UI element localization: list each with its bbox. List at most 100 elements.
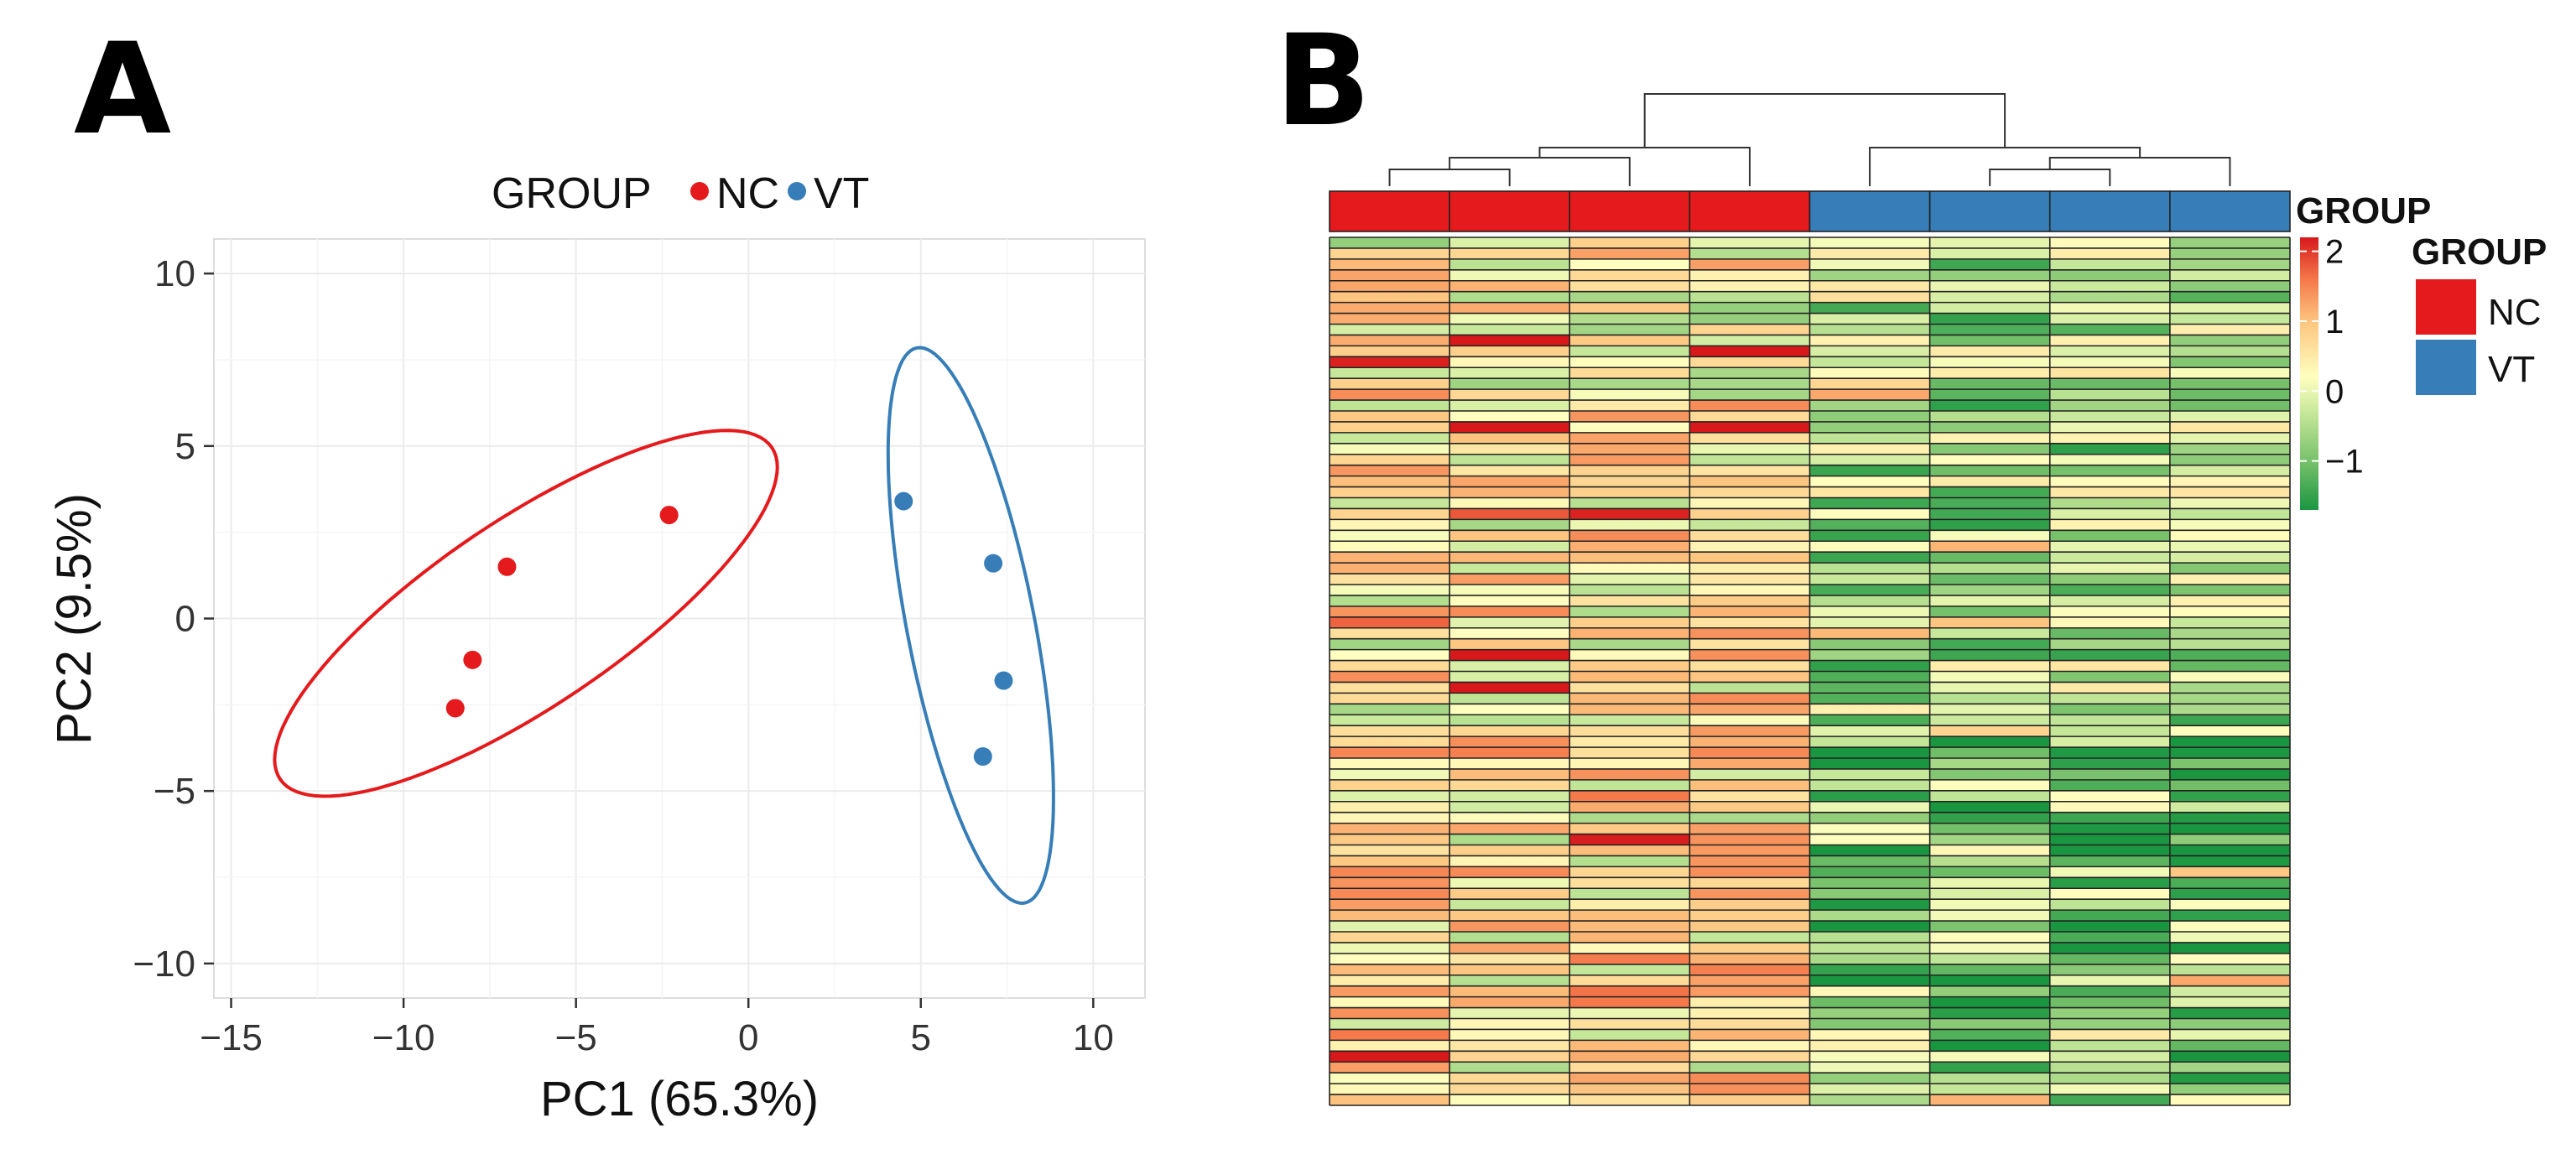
heatmap-cell bbox=[2049, 595, 2171, 607]
heatmap-cell bbox=[1929, 855, 2051, 867]
heatmap-cell bbox=[1569, 574, 1690, 585]
heatmap-cell bbox=[1929, 1018, 2051, 1030]
heatmap-cell bbox=[1929, 606, 2051, 618]
heatmap-cell bbox=[2049, 932, 2171, 943]
heatmap-cell bbox=[1689, 964, 1810, 976]
heatmap-cell bbox=[1569, 247, 1690, 260]
dendrogram-branch bbox=[1538, 147, 1751, 186]
heatmap-cell bbox=[1330, 834, 1450, 845]
heatmap-cell bbox=[1929, 378, 2051, 390]
heatmap-cell bbox=[1330, 996, 1450, 1009]
heatmap-cell bbox=[1330, 508, 1450, 520]
heatmap-cell bbox=[1689, 606, 1810, 618]
heatmap-cell bbox=[1449, 866, 1570, 878]
heatmap-cell bbox=[2169, 1062, 2291, 1073]
heatmap-cell bbox=[1929, 541, 2051, 553]
heatmap-cell bbox=[1330, 855, 1450, 867]
heatmap-cell bbox=[1449, 1062, 1570, 1073]
heatmap-cell bbox=[2169, 725, 2291, 737]
heatmap-cell bbox=[1929, 638, 2051, 651]
heatmap-cell bbox=[2169, 1073, 2291, 1084]
heatmap-cell bbox=[1929, 996, 2051, 1009]
heatmap-cell bbox=[2049, 1040, 2171, 1052]
heatmap-cell bbox=[1330, 595, 1450, 607]
heatmap-cell bbox=[1809, 400, 1931, 412]
heatmap-cell bbox=[2169, 486, 2291, 498]
heatmap-cell bbox=[2169, 1029, 2291, 1041]
heatmap-cell bbox=[1929, 877, 2051, 889]
heatmap-cell bbox=[1689, 585, 1810, 596]
heatmap-cell bbox=[1449, 280, 1570, 293]
heatmap-cell bbox=[1449, 313, 1570, 325]
heatmap-cell bbox=[1569, 899, 1690, 911]
heatmap-cell bbox=[1330, 877, 1450, 889]
heatmap-cell bbox=[2169, 313, 2291, 325]
heatmap-cell bbox=[1449, 921, 1570, 933]
heatmap-cell bbox=[1689, 541, 1810, 553]
heatmap-cell bbox=[1929, 454, 2051, 466]
heatmap-cell bbox=[1809, 660, 1931, 672]
heatmap-cell bbox=[1929, 649, 2051, 662]
heatmap-cell bbox=[1449, 715, 1570, 726]
heatmap-cell bbox=[1330, 910, 1450, 922]
heatmap-cell bbox=[1449, 790, 1570, 803]
heatmap-cell bbox=[2049, 725, 2171, 737]
heatmap-cell bbox=[2049, 465, 2171, 477]
heatmap-cell bbox=[2049, 953, 2171, 965]
heatmap-cell bbox=[1809, 247, 1931, 260]
pca-x-axis-title: PC1 (65.3%) bbox=[540, 1072, 819, 1126]
heatmap-cell bbox=[1569, 1094, 1690, 1106]
heatmap-cell bbox=[1809, 1018, 1931, 1030]
heatmap-cell bbox=[1449, 693, 1570, 704]
heatmap-cell bbox=[1929, 1084, 2051, 1095]
heatmap-cell bbox=[1449, 736, 1570, 748]
pca-points bbox=[445, 491, 1013, 767]
heatmap-cell bbox=[1809, 704, 1931, 715]
dendrogram-branch bbox=[1643, 93, 2006, 148]
panel-a-label: A bbox=[74, 17, 171, 163]
point-vt bbox=[894, 491, 913, 511]
heatmap-cell bbox=[2049, 671, 2171, 683]
heatmap-cell bbox=[1449, 801, 1570, 814]
x-tick-label: 5 bbox=[911, 1017, 931, 1058]
y-tick-label: −10 bbox=[133, 943, 195, 985]
heatmap-cell bbox=[1809, 291, 1931, 304]
heatmap-cell bbox=[1929, 280, 2051, 293]
heatmap-cell bbox=[1809, 454, 1931, 466]
heatmap-cell bbox=[1929, 1040, 2051, 1052]
pca-legend-nc-label: NC bbox=[716, 169, 779, 218]
heatmap-cell bbox=[1569, 910, 1690, 922]
heatmap-cell bbox=[1809, 855, 1931, 867]
heatmap-cell bbox=[1330, 779, 1450, 792]
heatmap-cell bbox=[1449, 932, 1570, 943]
heatmap-cell bbox=[1569, 715, 1690, 726]
ellipse-vt bbox=[886, 346, 1055, 906]
heatmap-cell bbox=[1449, 747, 1570, 759]
heatmap-cell bbox=[2049, 649, 2171, 662]
heatmap-cell bbox=[2049, 985, 2171, 998]
heatmap-cell bbox=[1330, 768, 1450, 781]
heatmap-cell bbox=[1929, 508, 2051, 520]
heatmap-cell bbox=[2049, 812, 2171, 824]
heatmap-cell bbox=[1449, 552, 1570, 564]
heatmap-cell bbox=[2169, 671, 2291, 683]
heatmap-cell bbox=[1449, 585, 1570, 596]
heatmap-cell bbox=[1569, 389, 1690, 401]
heatmap-cell bbox=[1569, 638, 1690, 651]
heatmap-cell bbox=[1330, 964, 1450, 976]
heatmap-cell bbox=[2169, 779, 2291, 792]
heatmap-cell bbox=[1449, 432, 1570, 444]
heatmap-cell bbox=[2049, 1018, 2171, 1030]
heatmap-cell bbox=[1449, 302, 1570, 314]
heatmap-cell bbox=[1689, 563, 1810, 574]
heatmap-cell bbox=[2169, 541, 2291, 553]
heatmap-cell bbox=[1809, 302, 1931, 314]
heatmap-cell bbox=[1929, 302, 2051, 314]
heatmap-cell bbox=[1330, 616, 1450, 629]
heatmap-cell bbox=[2169, 595, 2291, 607]
heatmap-cell bbox=[1689, 1040, 1810, 1052]
heatmap-cell bbox=[2169, 834, 2291, 845]
heatmap-cell bbox=[1330, 888, 1450, 900]
heatmap-cell bbox=[1330, 823, 1450, 835]
